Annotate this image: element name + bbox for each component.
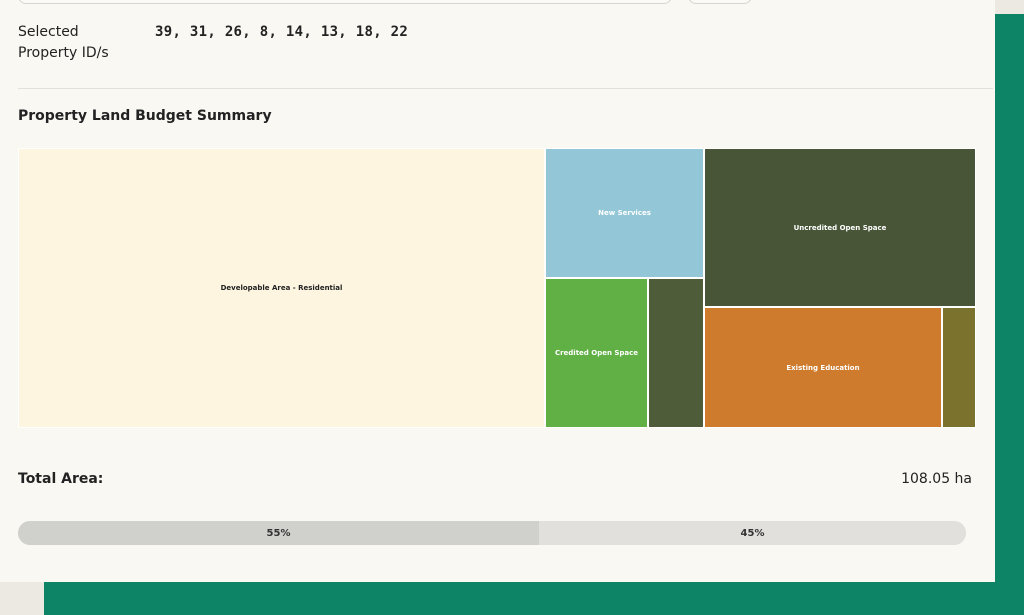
land-budget-treemap: Developable Area - Residential New Servi… [18,148,976,428]
accent-frame-bottom [44,582,1024,615]
tile-credited-open-space[interactable]: Credited Open Space [545,278,648,428]
accent-frame-right [995,14,1024,615]
search-button[interactable] [688,0,752,4]
progress-segment-first: 55% [18,521,539,545]
total-area-label: Total Area: [18,471,104,487]
area-split-bar: 55% 45% [18,521,966,545]
selected-property-ids: 39, 31, 26, 8, 14, 13, 18, 22 [155,24,409,40]
tile-unlabeled-olive[interactable] [942,307,976,428]
tile-uncredited-open-space[interactable]: Uncredited Open Space [704,148,976,307]
tile-label: New Services [598,209,651,217]
tile-label: Credited Open Space [554,349,639,357]
land-budget-panel: Selected Property ID/s 39, 31, 26, 8, 14… [0,0,995,582]
tile-new-services[interactable]: New Services [545,148,704,278]
selected-property-label: Selected Property ID/s [18,24,109,61]
tile-label: Uncredited Open Space [793,223,887,232]
property-search-input[interactable] [18,0,672,4]
segment-label: 55% [266,527,291,539]
tile-unlabeled-dark-green[interactable] [648,278,704,428]
total-area-value: 108.05 ha [901,471,972,487]
summary-title: Property Land Budget Summary [18,108,272,124]
tile-label: Existing Education [786,363,860,372]
section-divider [18,88,993,89]
segment-label: 45% [740,527,765,539]
progress-segment-second: 45% [539,521,966,545]
tile-developable-residential[interactable]: Developable Area - Residential [18,148,545,428]
tile-existing-education[interactable]: Existing Education [704,307,942,428]
tile-label: Developable Area - Residential [220,284,343,292]
